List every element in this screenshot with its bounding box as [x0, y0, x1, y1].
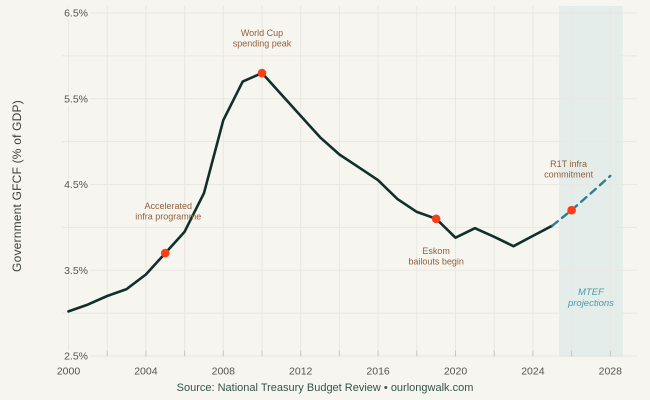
event-dot — [257, 68, 267, 78]
x-tick-label: 2008 — [212, 366, 236, 378]
event-annotation: World Cup — [241, 28, 283, 38]
source-caption: Source: National Treasury Budget Review … — [176, 382, 474, 394]
x-tick-label: 2024 — [521, 366, 545, 378]
projection-line — [551, 174, 612, 227]
event-annotation: infra programme — [135, 212, 201, 222]
event-annotation: Eskom — [422, 246, 450, 256]
mtef-band-label: projections — [567, 298, 614, 309]
y-axis-title: Government GFCF (% of GDP) — [10, 100, 24, 272]
event-annotation: R1T infra — [550, 159, 587, 169]
event-annotation: Accelerated — [144, 201, 192, 211]
y-tick-label: 2.5% — [64, 351, 88, 363]
mtef-band — [559, 6, 623, 357]
mtef-band-label: MTEF — [578, 287, 605, 298]
event-annotation: spending peak — [233, 39, 292, 49]
event-annotation: bailouts begin — [408, 256, 464, 266]
y-tick-label: 6.5% — [64, 8, 88, 20]
x-tick-label: 2012 — [289, 366, 313, 378]
y-tick-label: 3.5% — [64, 265, 88, 277]
x-tick-label: 2000 — [57, 366, 81, 378]
x-tick-label: 2004 — [134, 366, 158, 378]
x-tick-label: 2020 — [444, 366, 468, 378]
y-tick-label: 5.5% — [64, 93, 88, 105]
y-tick-label: 4.5% — [64, 179, 88, 191]
event-dot — [431, 214, 441, 224]
event-dot — [567, 205, 576, 215]
event-dot — [160, 248, 170, 258]
x-tick-label: 2016 — [366, 366, 390, 378]
x-tick-label: 2028 — [599, 366, 623, 378]
event-annotation: commitment — [544, 170, 594, 180]
actual-line — [67, 71, 554, 313]
